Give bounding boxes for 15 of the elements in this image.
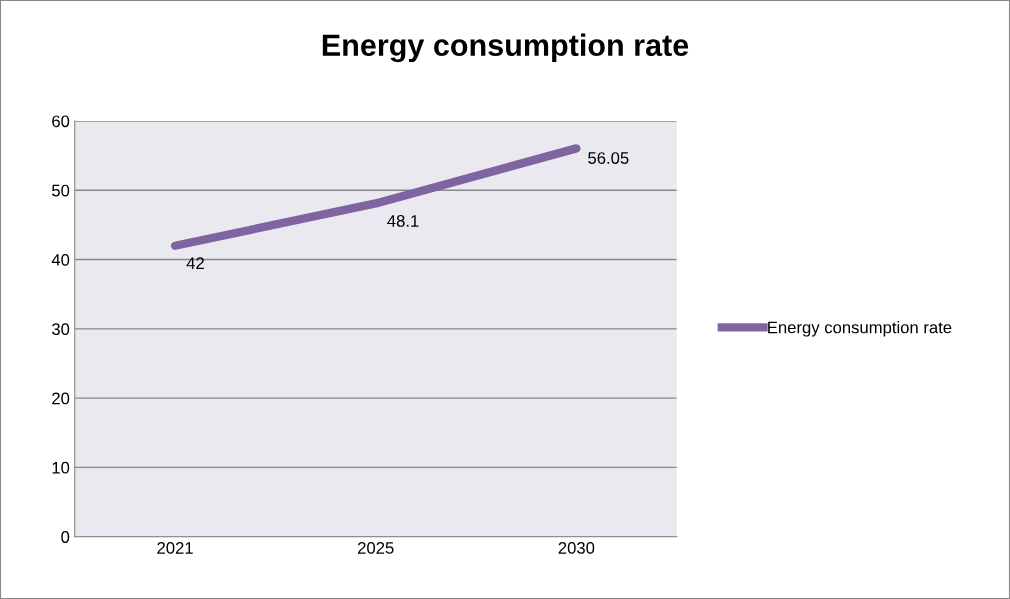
x-tick-label: 2025: [358, 542, 394, 554]
x-tick-label: 2030: [558, 542, 595, 554]
y-tick-label: 10: [52, 461, 70, 474]
legend-label: Energy consumption rate: [768, 321, 952, 337]
y-tick-label: 40: [51, 253, 70, 266]
x-tick-label: 2021: [157, 542, 193, 554]
y-tick-label: 60: [52, 115, 70, 128]
y-tick-label: 20: [52, 392, 70, 405]
chart-title: Energy consumption rate: [322, 33, 689, 63]
y-tick-label: 50: [52, 184, 70, 197]
data-label: 42: [186, 257, 204, 269]
y-tick-label: 0: [61, 531, 70, 543]
y-tick-label: 30: [51, 323, 70, 336]
data-label: 56.05: [588, 152, 629, 164]
data-label: 48.1: [387, 215, 419, 227]
